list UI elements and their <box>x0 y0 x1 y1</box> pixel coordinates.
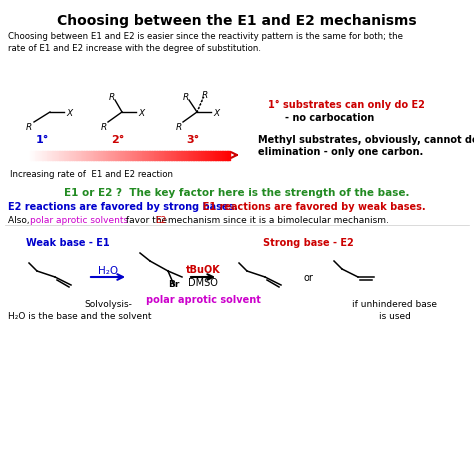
Text: rate of E1 and E2 increase with the degree of substitution.: rate of E1 and E2 increase with the degr… <box>8 44 261 53</box>
Text: polar aprotic solvent: polar aprotic solvent <box>146 294 260 304</box>
Text: Br: Br <box>168 279 180 288</box>
Text: H₂O is the base and the solvent: H₂O is the base and the solvent <box>8 311 152 320</box>
Text: 1° substrates can only do E2: 1° substrates can only do E2 <box>268 100 425 110</box>
Text: Also,: Also, <box>8 216 33 224</box>
Text: R: R <box>26 122 32 131</box>
Text: Choosing between E1 and E2 is easier since the reactivity pattern is the same fo: Choosing between E1 and E2 is easier sin… <box>8 32 403 41</box>
Text: R: R <box>183 92 189 101</box>
Text: Choosing between the E1 and E2 mechanisms: Choosing between the E1 and E2 mechanism… <box>57 14 417 28</box>
Text: Methyl substrates, obviously, cannot do: Methyl substrates, obviously, cannot do <box>258 135 474 145</box>
Text: DMSO: DMSO <box>188 278 218 288</box>
Text: Solvolysis-: Solvolysis- <box>84 299 132 308</box>
Text: polar aprotic solvents: polar aprotic solvents <box>30 216 128 224</box>
Text: is used: is used <box>379 311 411 320</box>
Text: elimination - only one carbon.: elimination - only one carbon. <box>258 147 423 157</box>
Text: 3°: 3° <box>186 135 200 145</box>
Text: X: X <box>213 108 219 117</box>
Text: E1 or E2 ?  The key factor here is the strength of the base.: E1 or E2 ? The key factor here is the st… <box>64 187 410 197</box>
Text: X: X <box>138 108 144 117</box>
Text: favor the: favor the <box>123 216 170 224</box>
Text: X: X <box>66 108 72 117</box>
Text: tBuOK: tBuOK <box>186 264 220 274</box>
Text: 2°: 2° <box>111 135 125 145</box>
Text: R: R <box>202 90 208 99</box>
Text: E1 reactions are favored by weak bases.: E1 reactions are favored by weak bases. <box>196 202 426 212</box>
Text: 1°: 1° <box>35 135 49 145</box>
Text: or: or <box>303 273 313 283</box>
Text: Strong base - E2: Strong base - E2 <box>263 238 354 248</box>
Text: - no carbocation: - no carbocation <box>285 113 374 123</box>
Text: H₂O: H₂O <box>98 265 118 275</box>
Text: R: R <box>101 122 107 131</box>
Text: Weak base - E1: Weak base - E1 <box>26 238 110 248</box>
Text: Increasing rate of  E1 and E2 reaction: Increasing rate of E1 and E2 reaction <box>10 170 173 179</box>
Text: R: R <box>109 92 115 101</box>
Text: E2 reactions are favored by strong bases.: E2 reactions are favored by strong bases… <box>8 202 238 212</box>
Text: mechanism since it is a bimolecular mechanism.: mechanism since it is a bimolecular mech… <box>165 216 389 224</box>
Text: if unhindered base: if unhindered base <box>353 299 438 308</box>
Text: R: R <box>176 122 182 131</box>
Text: E2: E2 <box>155 216 166 224</box>
